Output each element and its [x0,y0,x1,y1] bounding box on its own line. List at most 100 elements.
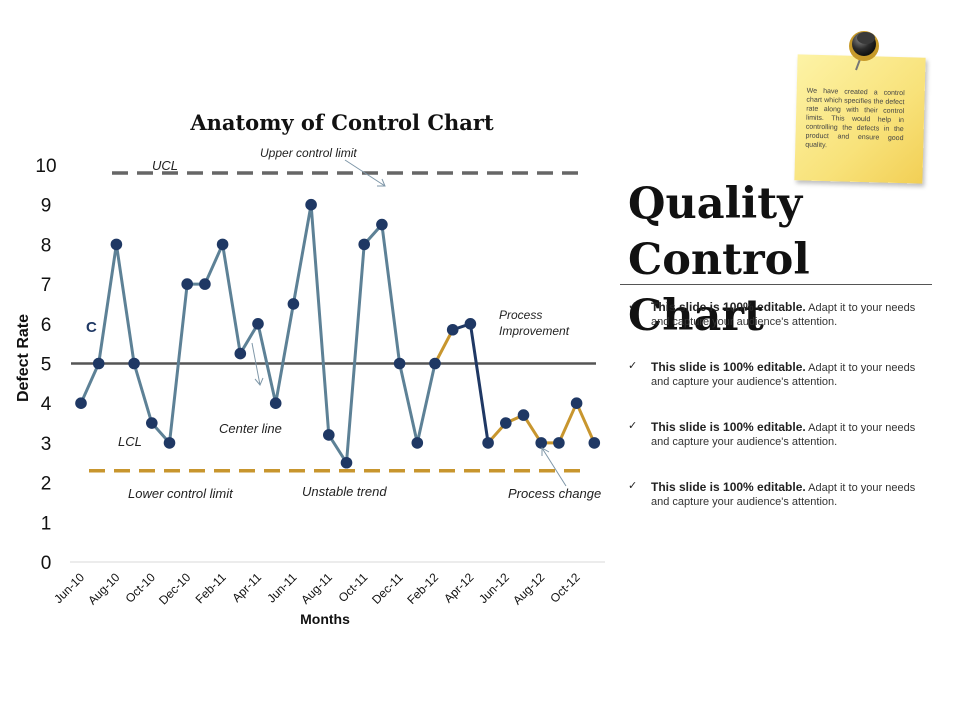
series-segment [345,242,366,465]
y-tick-label: 6 [41,315,52,336]
data-point [446,323,459,336]
bullet-item: ✓ This slide is 100% editable. Adapt it … [628,420,928,480]
x-tick-label: Jun-12 [476,570,512,606]
series-segment [168,282,189,445]
y-tick-label: 1 [41,513,52,534]
annotation-unstable-trend: Unstable trend [302,484,387,499]
center-label: C [86,319,97,336]
series-segment [256,322,278,405]
x-tick-label: Jun-11 [264,570,299,605]
data-point [92,357,105,370]
data-point [323,429,335,441]
check-icon: ✓ [628,480,638,492]
data-point [234,347,247,360]
bullet-text: Adapt it to your needs and capture your … [651,422,916,448]
series-segment [79,362,101,405]
y-tick-label: 2 [41,474,52,495]
series-segment [380,223,402,365]
data-point [181,278,193,290]
x-tick-label: Feb-12 [404,570,441,607]
series-segment-change [575,401,596,445]
lcl-label: LCL [118,434,142,449]
data-point [517,409,530,421]
annotation-process-improvement-line1: Process [499,308,542,322]
bullet-bold: This slide is 100% editable. [651,360,806,374]
x-tick-label: Feb-11 [193,570,229,606]
x-tick-label: Aug-11 [298,570,335,607]
y-tick-label: 4 [41,394,52,415]
x-axis-label: Months [300,611,350,627]
data-point [340,456,353,469]
page-title: Quality Control Chart [628,176,938,344]
bullet-text: Adapt it to your needs and capture your … [651,362,916,388]
data-point [75,397,87,410]
bullet-text: Adapt it to your needs and capture your … [651,482,916,508]
ucl-label: UCL [152,158,178,173]
series-segment [415,362,437,445]
y-tick-label: 7 [41,275,52,296]
annotation-center-line: Center line [219,421,282,436]
data-point [429,357,441,370]
data-point [393,357,406,370]
bullet-bold: This slide is 100% editable. [651,420,806,434]
data-point [163,437,176,449]
series-segment [291,203,313,306]
x-tick-label: Oct-11 [336,570,371,605]
data-point [146,417,158,429]
data-point [287,298,300,310]
series-segment [132,362,154,425]
annotation-upper-control-limit: Upper control limit [260,146,357,160]
x-tick-label: Oct-12 [547,570,583,606]
bullet-item: ✓ This slide is 100% editable. Adapt it … [628,300,928,360]
x-tick-label: Oct-10 [123,570,159,606]
title-divider [620,284,932,285]
arrow-center-line [251,342,264,386]
y-tick-label: 9 [41,196,52,217]
y-tick-label: 3 [41,434,52,455]
data-point [570,397,583,410]
y-tick-label: 8 [41,235,52,256]
annotation-process-change: Process change [508,486,601,501]
series-segment [97,242,118,365]
check-icon: ✓ [628,360,638,372]
x-tick-label: Aug-12 [510,570,547,607]
data-point [216,238,229,251]
y-axis-label: Defect Rate [15,314,32,402]
series-segment [398,362,419,445]
y-tick-label: 10 [35,156,56,177]
page-title-line2: Control Chart [628,235,810,341]
series-segment [309,203,331,437]
arrow-upper-control-limit [344,159,386,187]
data-point [482,437,494,449]
series-segment [221,242,242,356]
sticky-note-text: We have created a control chart which sp… [805,87,905,150]
bullet-item: ✓ This slide is 100% editable. Adapt it … [628,360,928,420]
check-icon: ✓ [628,300,638,312]
data-point [305,198,317,211]
series-segment-change [433,328,455,365]
check-icon: ✓ [628,420,638,432]
data-point [588,437,601,449]
series-segment-change [557,401,579,445]
bullet-list: ✓ This slide is 100% editable. Adapt it … [628,300,928,540]
data-point [464,318,477,330]
annotation-process-improvement: Process Improvement [499,308,570,338]
x-tick-label: Dec-10 [156,570,193,607]
x-tick-label: Dec-11 [369,570,406,607]
annotation-arrows [251,159,567,487]
series-segment-improvement [468,322,490,445]
series-segment [114,242,136,365]
x-tick-label: Jun-10 [51,570,87,606]
x-tick-label: Aug-10 [85,570,122,607]
data-point [199,278,211,290]
data-point [376,218,388,231]
data-point [411,437,424,449]
x-tick-label: Apr-11 [229,570,264,605]
data-point [358,238,371,251]
bullet-bold: This slide is 100% editable. [651,300,806,314]
data-point [128,357,140,370]
y-tick-label: 5 [41,355,52,376]
series-segment [274,302,295,405]
x-tick-label: Apr-12 [441,570,477,606]
data-point [553,437,565,449]
